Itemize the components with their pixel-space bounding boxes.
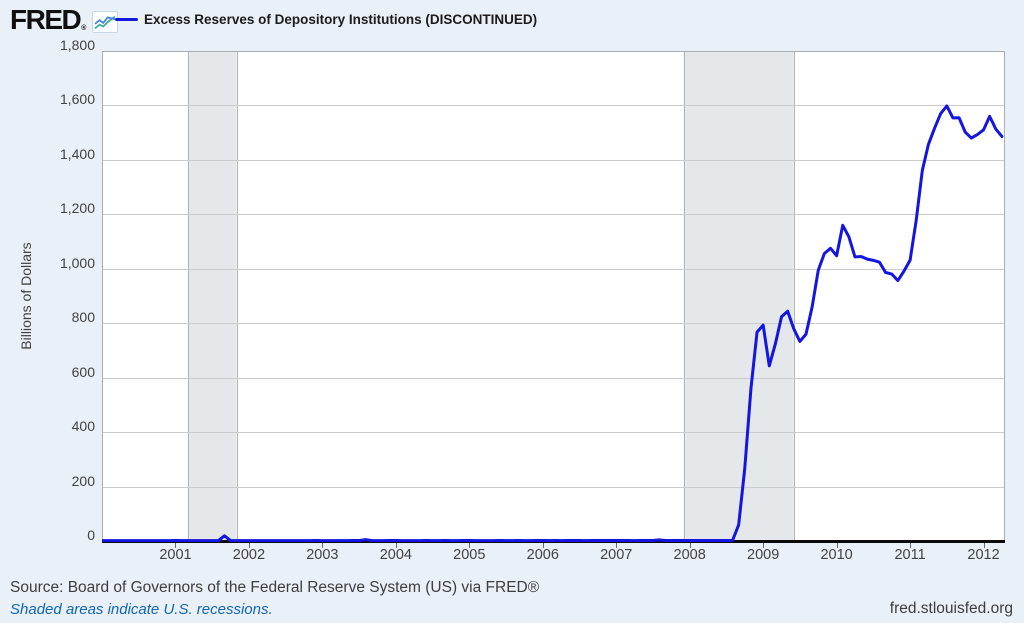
x-tick-label: 2003 <box>306 547 339 563</box>
x-tick-label: 2009 <box>747 547 780 563</box>
legend-series-label[interactable]: Excess Reserves of Depository Institutio… <box>144 12 538 27</box>
y-tick-label: 1,200 <box>59 200 95 217</box>
y-tick-label: 400 <box>71 418 95 435</box>
y-tick-label: 200 <box>71 472 95 489</box>
x-tick-label: 2002 <box>232 547 266 563</box>
fred-logo-text: FRED <box>10 4 82 35</box>
x-tick-label: 2011 <box>894 547 926 563</box>
fred-logo[interactable]: FRED ® <box>10 4 86 36</box>
registered-mark: ® <box>81 25 87 32</box>
legend-line-swatch <box>115 18 138 21</box>
fred-site-link[interactable]: fred.stlouisfed.org <box>889 600 1013 617</box>
y-tick-label: 1,400 <box>59 145 95 162</box>
x-tick-label: 2012 <box>967 547 1000 563</box>
recession-band <box>683 52 794 540</box>
y-tick-label: 600 <box>71 363 95 380</box>
recession-note-link[interactable]: Shaded areas indicate U.S. recessions. <box>10 601 273 618</box>
y-tick-label: 800 <box>71 309 95 326</box>
y-tick-label: 1,600 <box>59 91 95 108</box>
recession-band <box>187 52 237 540</box>
data-line[interactable] <box>102 104 1004 543</box>
source-attribution: Source: Board of Governors of the Federa… <box>10 579 540 596</box>
x-tick-label: 2004 <box>379 547 412 563</box>
x-tick-label: 2007 <box>600 547 633 563</box>
x-tick-label: 2005 <box>453 547 486 563</box>
x-tick-label: 2001 <box>159 547 192 563</box>
y-tick-label: 1,000 <box>59 254 95 271</box>
y-tick-label: 0 <box>87 527 95 543</box>
y-tick-label: 1,800 <box>59 37 95 53</box>
x-tick-label: 2010 <box>820 547 853 563</box>
x-tick-label: 2008 <box>673 547 706 563</box>
chart-plot-area[interactable] <box>102 51 1005 551</box>
chart-legend: Excess Reserves of Depository Institutio… <box>115 12 537 27</box>
x-tick-label: 2006 <box>526 547 559 563</box>
fred-sparkline-icon <box>92 11 118 33</box>
plot-background <box>102 51 1005 541</box>
